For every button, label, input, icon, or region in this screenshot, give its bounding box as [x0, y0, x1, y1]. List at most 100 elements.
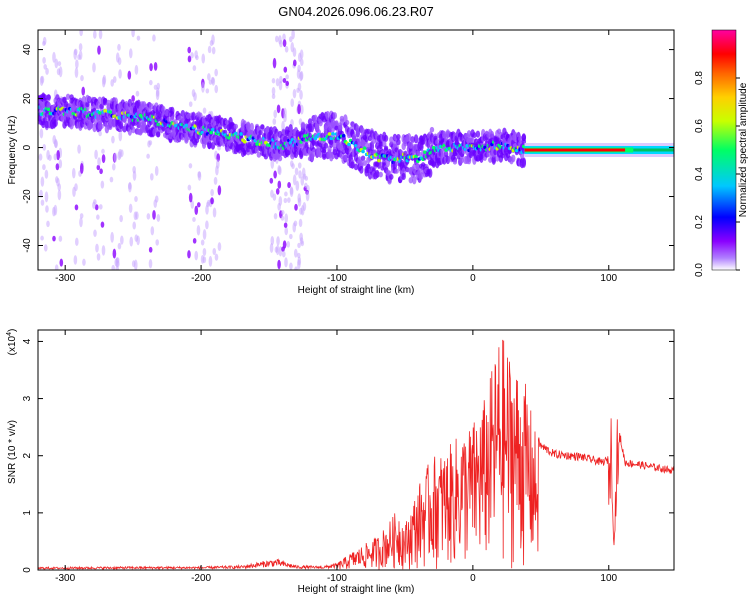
spectrogram-core: [327, 132, 332, 136]
spectrogram-band: [152, 128, 157, 137]
spectrogram-band: [90, 114, 95, 124]
spectrogram-speckle: [287, 197, 291, 203]
spectrogram-speckle: [205, 204, 209, 215]
spectrogram-core: [423, 150, 427, 154]
spectrogram-speckle: [273, 213, 278, 220]
colorbar-tick-label: 0.0: [694, 263, 705, 277]
snr-panel: -300 -200 -100 0 100 0 1 2 3 4 Height of straight…: [6, 329, 675, 595]
spectrogram-core: [431, 145, 436, 150]
y-tick-label: 0: [22, 567, 33, 573]
spectrogram-speckle: [197, 171, 202, 181]
spectrogram-speckle: [149, 63, 153, 72]
spectrogram-speckle: [131, 95, 135, 102]
spectrogram-speckle: [148, 259, 153, 269]
spectrogram-speckle: [43, 63, 47, 70]
spectrogram-band: [417, 151, 422, 157]
spectrogram-band: [364, 141, 369, 148]
spectrogram-band: [283, 135, 288, 143]
spectrogram-speckle: [73, 255, 78, 265]
spectrogram-speckle: [275, 188, 280, 195]
spectrogram-band: [300, 121, 306, 129]
spectrogram-speckle: [54, 58, 59, 69]
spectrogram-speckle: [282, 33, 286, 42]
spectrogram-speckle: [271, 78, 276, 84]
spectrogram-speckle: [194, 250, 199, 261]
spectrogram-speckle: [119, 214, 123, 223]
spectrogram-speckle: [110, 79, 114, 87]
spectrogram-speckle: [282, 240, 287, 249]
spectrogram-band: [155, 131, 161, 138]
spectrogram-speckle: [196, 224, 201, 236]
spectrogram-band: [518, 135, 523, 142]
spectrogram-speckle: [212, 207, 217, 218]
spectrogram-speckle: [283, 66, 288, 73]
spectrogram-speckle: [132, 221, 137, 230]
spectrogram-band: [85, 101, 90, 108]
spectrogram-speckle: [190, 52, 194, 59]
x-tick-label: -200: [191, 573, 211, 584]
spectrogram-speckle: [94, 204, 99, 211]
spectrogram-speckle: [275, 78, 280, 87]
spectrogram-tone-peak: [524, 148, 626, 152]
spectrogram-band: [419, 143, 424, 151]
spectrogram-speckle: [92, 62, 96, 73]
spectrogram-speckle: [207, 45, 212, 54]
spectrogram-band: [322, 148, 327, 159]
spectrogram-band: [521, 133, 527, 142]
spectrogram-core: [347, 142, 351, 147]
spectrogram-speckle: [283, 113, 287, 123]
spectrogram-speckle: [292, 88, 297, 99]
spectrogram-band: [339, 118, 345, 126]
spectrogram-speckle: [214, 68, 218, 77]
spectrogram-speckle: [46, 149, 50, 160]
spectrogram-speckle: [133, 211, 138, 221]
spectrogram-band: [332, 141, 337, 150]
spectrogram-speckle: [187, 46, 192, 54]
spectrogram-core: [184, 123, 189, 128]
spectrogram-speckle: [292, 174, 297, 186]
spectrogram-speckle: [100, 180, 105, 189]
spectrogram-band: [410, 136, 415, 144]
spectrogram-speckle: [81, 86, 86, 96]
spectrogram-speckle: [99, 204, 103, 210]
spectrogram-band: [396, 138, 401, 146]
spectrogram-speckle: [79, 162, 84, 174]
spectrogram-speckle: [150, 173, 154, 181]
y-tick-label: 1: [22, 510, 33, 516]
spectrogram-speckle: [275, 35, 279, 43]
spectrogram-core: [239, 132, 243, 136]
snr-frame: [37, 329, 675, 571]
spectrogram-speckle: [202, 229, 207, 240]
spectrogram-speckle: [42, 56, 46, 64]
spectrogram-speckle: [153, 199, 158, 208]
spectrogram-speckle: [277, 164, 281, 175]
spectrogram-band: [378, 171, 383, 178]
spectrogram-speckle: [79, 213, 84, 219]
spectrogram-speckle: [98, 30, 103, 40]
spectrogram-speckle: [192, 216, 196, 223]
spectrogram-speckle: [214, 253, 219, 261]
spectrogram-speckle: [269, 242, 274, 253]
spectrogram-band: [131, 126, 136, 134]
spectrogram-speckle: [200, 254, 205, 264]
spectrogram-speckle: [269, 177, 274, 184]
spectrogram-speckle: [299, 207, 303, 215]
spectrogram-speckle: [45, 205, 49, 213]
spectrogram-speckle: [284, 213, 289, 224]
spectrogram-band: [44, 120, 50, 129]
spectrogram-speckle: [134, 196, 138, 202]
spectrogram-band: [307, 118, 313, 126]
spectrogram-speckle: [96, 164, 101, 171]
x-tick-label: 0: [470, 273, 476, 284]
spectrogram-speckle: [98, 130, 102, 137]
x-tick-label: -100: [327, 273, 347, 284]
x-tick-label: 100: [600, 573, 617, 584]
spectrogram-band: [258, 129, 263, 136]
spectrogram-speckle: [270, 158, 275, 169]
chart-title: GN04.2026.096.06.23.R07: [278, 4, 433, 19]
spectrogram-band: [125, 104, 131, 115]
spectrogram-speckle: [110, 231, 114, 243]
spectrogram-band: [350, 161, 355, 169]
spectrogram-band: [288, 124, 293, 134]
x-tick-label: 0: [470, 573, 476, 584]
